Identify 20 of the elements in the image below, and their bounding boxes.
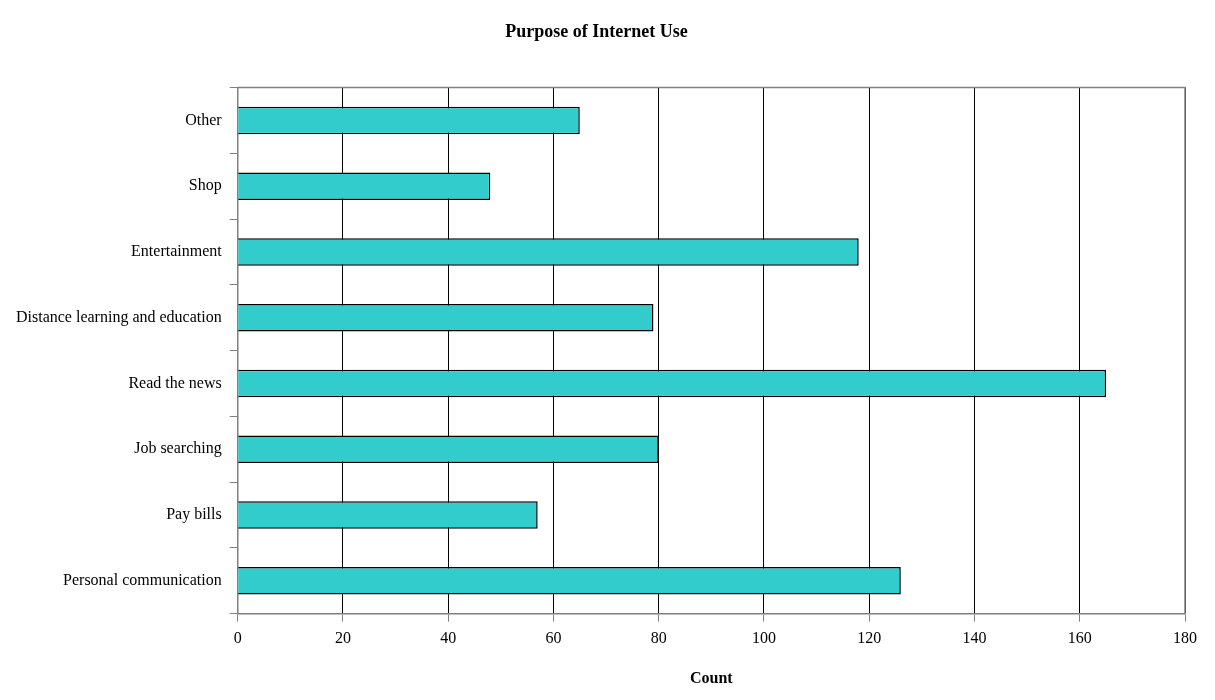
y-tick-label: Shop	[188, 176, 222, 195]
x-tick-label: 160	[1067, 629, 1092, 647]
y-tick-label: Job searching	[134, 439, 222, 458]
x-tick-label: 0	[233, 629, 242, 647]
x-tick-label: 140	[962, 629, 987, 647]
x-tick-label: 20	[334, 629, 351, 647]
y-tick-label: Other	[185, 110, 223, 128]
y-tick-label: Pay bills	[166, 505, 222, 524]
y-tick-label: Distance learning and education	[15, 307, 222, 326]
x-tick-label: 180	[1173, 629, 1197, 647]
x-axis-title: Count	[690, 668, 734, 686]
x-tick-label: 40	[440, 629, 457, 647]
x-tick-label: 60	[545, 629, 562, 647]
y-tick-label: Read the news	[128, 373, 222, 391]
chart-title: Purpose of Internet Use	[505, 21, 688, 42]
y-tick-label: Entertainment	[131, 242, 223, 260]
x-tick-label: 80	[650, 629, 667, 647]
y-tick-label: Personal communication	[63, 570, 222, 588]
x-tick-label: 120	[857, 629, 882, 647]
x-tick-label: 100	[751, 629, 776, 647]
